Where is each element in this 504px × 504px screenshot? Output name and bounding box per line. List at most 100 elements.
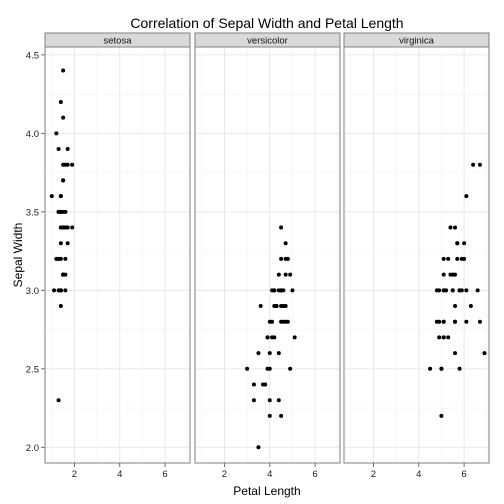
panel-grid [344,47,489,463]
data-point [258,304,263,309]
data-point [267,366,272,371]
x-tick-label: 4 [416,469,421,480]
data-point [464,319,469,324]
data-point [56,398,61,403]
data-point [56,209,61,214]
y-tick-label: 3.5 [26,207,39,218]
data-point [251,382,256,387]
data-point [279,225,284,230]
data-point [267,398,272,403]
data-point [65,147,70,152]
data-point [276,272,281,277]
data-point [468,304,473,309]
facet-panel-virginica: virginica 2 4 6 [343,32,490,480]
panel-background [195,47,340,463]
data-point [58,99,63,104]
data-point [63,209,68,214]
data-point [446,256,451,261]
y-tick-label: 4.5 [26,50,39,61]
facet-strip-label: setosa [104,36,133,47]
data-point [464,288,469,293]
data-point [462,241,467,246]
facet-panels: setosa 2 4 6 versicolor 2 4 6 virginica 2 4 6 [44,32,490,480]
data-point [272,288,277,293]
data-point [434,288,439,293]
y-tick-label: 2.5 [26,364,39,375]
data-point [63,256,68,261]
data-point [265,335,270,340]
data-point [477,319,482,324]
data-point [450,288,455,293]
data-point [274,304,279,309]
facet-panel-versicolor: versicolor 2 4 6 [194,32,341,480]
x-axis: 2 4 6 [72,463,168,480]
y-axis: 2.0 2.5 3.0 3.5 4.0 4.5 [26,50,45,454]
y-tick-label: 2.0 [26,443,39,454]
data-point [70,225,75,230]
panel-background [344,47,489,463]
y-tick-label: 4.0 [26,129,39,140]
data-point [267,413,272,418]
data-point [453,272,458,277]
data-point [453,351,458,356]
x-tick-label: 6 [162,469,167,480]
data-point [267,351,272,356]
data-point [279,413,284,418]
data-point [457,288,462,293]
data-point [283,272,288,277]
data-point [448,225,453,230]
data-point [279,256,284,261]
data-point [453,225,458,230]
chart-title: Correlation of Sepal Width and Petal Len… [130,15,403,31]
data-point [63,162,68,167]
data-point [58,304,63,309]
data-point [477,162,482,167]
data-point [285,319,290,324]
data-point [471,162,476,167]
data-point [441,256,446,261]
y-axis-label: Sepal Width [11,223,25,288]
data-point [49,194,54,199]
x-axis: 2 4 6 [222,463,318,480]
data-point [439,366,444,371]
data-point [453,319,458,324]
facet-strip-label: virginica [399,36,435,47]
x-tick-label: 2 [371,469,376,480]
facet-strip [343,32,490,48]
data-point [279,319,284,324]
data-point [63,288,68,293]
data-point [437,335,442,340]
data-point [455,241,460,246]
data-point [61,68,66,73]
facet-strip [44,32,191,48]
data-point [434,319,439,324]
facet-strip [194,32,341,48]
data-point [58,288,63,293]
data-point [58,241,63,246]
data-point [448,272,453,277]
data-point [276,351,281,356]
data-point [270,319,275,324]
data-point [272,335,277,340]
data-point [439,413,444,418]
data-point [441,335,446,340]
x-axis: 2 4 6 [371,463,467,480]
data-point [459,256,464,261]
data-point [288,272,293,277]
panel-background [45,47,190,463]
series-points-setosa [49,68,75,403]
x-tick-label: 2 [72,469,77,480]
data-point [441,319,446,324]
x-tick-label: 6 [461,469,466,480]
data-point [279,304,284,309]
data-point [482,351,487,356]
data-point [290,288,295,293]
x-tick-label: 4 [117,469,122,480]
x-tick-label: 2 [222,469,227,480]
data-point [58,194,63,199]
data-point [256,351,261,356]
data-point [256,445,261,450]
data-point [446,335,451,340]
panel-grid [45,47,190,463]
